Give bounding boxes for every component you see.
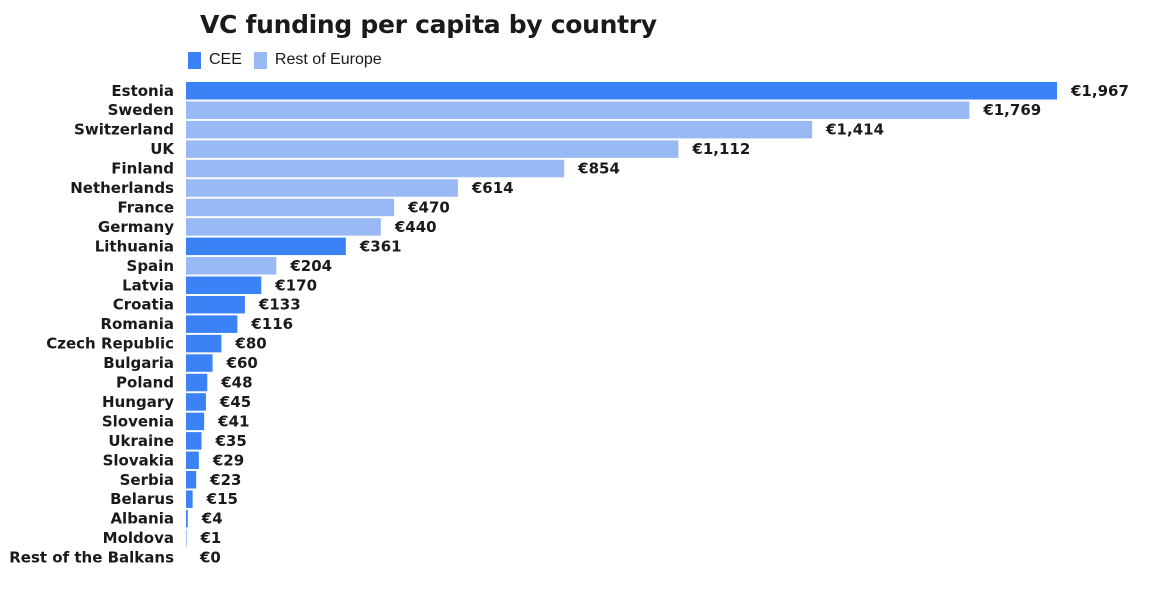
value-label-czech-republic: €80	[234, 335, 266, 353]
category-label-netherlands: Netherlands	[70, 179, 174, 197]
bar-czech-republic	[186, 334, 222, 353]
category-label-spain: Spain	[127, 257, 174, 275]
bar-slovenia	[186, 412, 205, 431]
category-label-hungary: Hungary	[102, 393, 174, 411]
category-label-slovakia: Slovakia	[103, 451, 174, 469]
value-label-slovenia: €41	[217, 412, 249, 430]
legend-label-cee: CEE	[209, 51, 242, 68]
legend-swatch-cee	[188, 51, 201, 69]
value-label-slovakia: €29	[212, 451, 244, 469]
value-label-estonia: €1,967	[1070, 82, 1129, 100]
bar-spain	[186, 257, 277, 275]
category-label-ukraine: Ukraine	[108, 432, 174, 450]
category-label-germany: Germany	[98, 218, 174, 236]
category-label-bulgaria: Bulgaria	[103, 354, 174, 372]
bar-albania	[186, 509, 188, 528]
value-label-lithuania: €361	[359, 237, 402, 255]
category-label-sweden: Sweden	[108, 101, 174, 119]
legend-item-rest-of-europe: Rest of Europe	[253, 51, 382, 69]
value-label-croatia: €133	[258, 296, 301, 314]
bar-hungary	[186, 393, 206, 411]
category-label-lithuania: Lithuania	[95, 237, 174, 255]
bar-belarus	[186, 490, 193, 508]
category-label-latvia: Latvia	[122, 276, 174, 294]
bar-france	[186, 198, 395, 217]
value-label-sweden: €1,769	[982, 101, 1041, 119]
legend-swatch-rest-of-europe	[253, 51, 267, 69]
value-label-ukraine: €35	[214, 432, 246, 450]
value-label-uk: €1,112	[691, 140, 750, 158]
category-label-serbia: Serbia	[120, 471, 174, 489]
value-label-spain: €204	[289, 257, 332, 275]
category-label-albania: Albania	[110, 510, 174, 528]
category-label-uk: UK	[150, 140, 175, 158]
category-label-belarus: Belarus	[110, 490, 174, 508]
category-label-croatia: Croatia	[113, 296, 174, 314]
category-label-rest-of-the-balkans: Rest of the Balkans	[9, 549, 174, 567]
bar-finland	[186, 159, 565, 178]
legend: CEE Rest of Europe	[188, 51, 394, 69]
value-label-latvia: €170	[274, 276, 317, 294]
legend-label-rest-of-europe: Rest of Europe	[274, 51, 382, 68]
category-label-estonia: Estonia	[111, 82, 174, 100]
category-label-czech-republic: Czech Republic	[46, 335, 174, 353]
legend-item-cee: CEE	[188, 51, 242, 69]
bar-croatia	[186, 295, 245, 314]
category-label-finland: Finland	[111, 160, 174, 178]
category-label-france: France	[117, 198, 174, 216]
bar-bulgaria	[186, 354, 213, 372]
value-label-rest-of-the-balkans: €0	[199, 549, 221, 567]
bar-lithuania	[186, 237, 346, 256]
value-label-switzerland: €1,414	[825, 121, 884, 139]
value-label-netherlands: €614	[471, 179, 514, 197]
value-label-finland: €854	[577, 160, 620, 178]
bar-romania	[186, 315, 238, 333]
bar-poland	[186, 373, 208, 392]
bar-germany	[186, 218, 381, 236]
value-label-hungary: €45	[219, 393, 251, 411]
value-label-belarus: €15	[206, 490, 238, 508]
chart-title: VC funding per capita by country	[200, 10, 657, 39]
value-label-poland: €48	[220, 374, 252, 392]
value-label-germany: €440	[394, 218, 437, 236]
bar-latvia	[186, 276, 262, 294]
value-label-romania: €116	[250, 315, 293, 333]
bar-estonia	[186, 82, 1057, 100]
value-label-albania: €4	[201, 510, 223, 528]
value-label-moldova: €1	[199, 529, 221, 547]
bar-serbia	[186, 471, 197, 489]
bar-netherlands	[186, 179, 458, 197]
category-label-poland: Poland	[116, 374, 174, 392]
bar-ukraine	[186, 432, 202, 450]
category-label-slovenia: Slovenia	[102, 412, 174, 430]
category-label-switzerland: Switzerland	[74, 121, 174, 139]
bar-uk	[186, 140, 679, 158]
category-label-romania: Romania	[100, 315, 174, 333]
bar-slovakia	[186, 451, 199, 470]
category-label-moldova: Moldova	[103, 529, 174, 547]
value-label-france: €470	[407, 198, 450, 216]
bar-sweden	[186, 101, 970, 119]
value-label-serbia: €23	[209, 471, 241, 489]
bar-switzerland	[186, 120, 813, 139]
value-label-bulgaria: €60	[226, 354, 258, 372]
